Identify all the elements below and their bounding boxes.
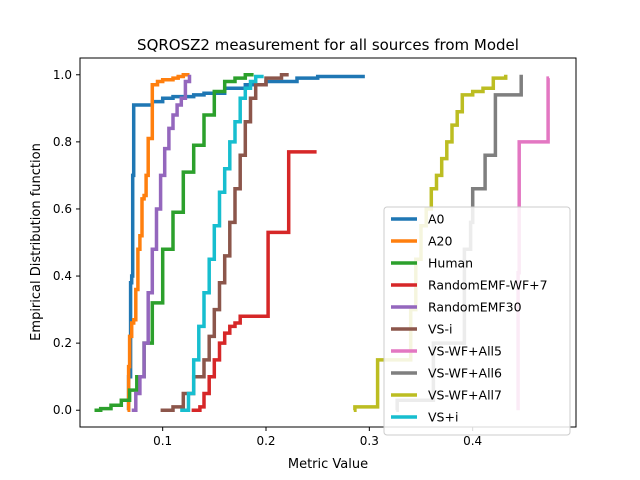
y-tick-label: 0.8 [53, 135, 72, 149]
x-tick-label: 0.3 [360, 434, 379, 448]
x-axis-label: Metric Value [288, 457, 368, 472]
chart-title: SQROSZ2 measurement for all sources from… [137, 36, 519, 54]
plot-frame [79, 57, 577, 428]
legend-label: VS-WF+All7 [428, 388, 502, 403]
legend-label: VS+i [428, 410, 458, 425]
series-line-9 [180, 74, 264, 412]
legend-label: RandomEMF30 [428, 300, 522, 315]
legend-label: A0 [428, 212, 445, 227]
x-tick-label: 0.2 [256, 434, 275, 448]
legend: A0 A20 Human RandomEMF-WF+7 RandomEMF30 VS-i V… [383, 206, 571, 436]
legend-label: VS-WF+All6 [428, 366, 502, 381]
legend-label: RandomEMF-WF+7 [428, 278, 548, 293]
series-line-3 [191, 150, 317, 412]
y-axis-ticks: 0.0 0.2 0.4 0.6 0.8 1.0 [53, 68, 80, 417]
x-tick-label: 0.4 [463, 434, 482, 448]
legend-label: VS-i [428, 322, 452, 337]
series-line-0 [126, 74, 365, 412]
y-axis-label: Empirical Distribution function [29, 143, 44, 341]
legend-label: Human [428, 256, 473, 271]
y-tick-label: 0.0 [53, 403, 72, 417]
y-tick-label: 0.4 [53, 269, 72, 283]
legend-label: VS-WF+All5 [428, 344, 502, 359]
legend-box [383, 206, 571, 436]
series-line-1 [126, 73, 190, 412]
x-tick-label: 0.1 [153, 434, 172, 448]
series-line-2 [94, 73, 254, 412]
legend-label: A20 [428, 234, 453, 249]
y-tick-label: 0.6 [53, 202, 72, 216]
series-line-4 [131, 74, 192, 412]
y-tick-label: 0.2 [53, 336, 72, 350]
y-tick-label: 1.0 [53, 68, 72, 82]
